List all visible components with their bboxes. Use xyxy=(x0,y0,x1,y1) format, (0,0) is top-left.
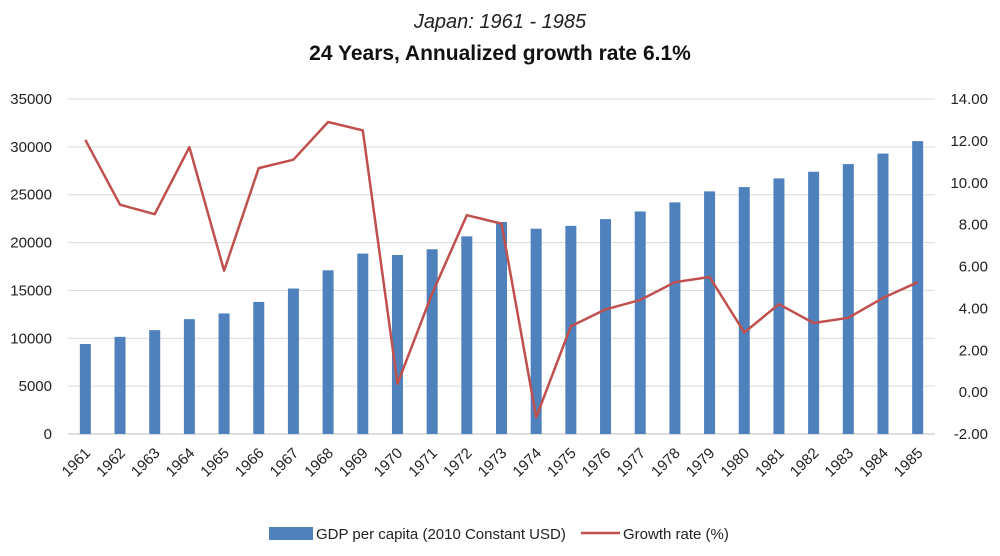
bar xyxy=(808,171,820,434)
right-tick-label: 2.00 xyxy=(959,342,988,359)
legend-label-growth: Growth rate (%) xyxy=(623,526,729,543)
x-tick-label: 1963 xyxy=(128,445,164,481)
right-tick-label: 14.00 xyxy=(950,91,988,108)
right-tick-label: 4.00 xyxy=(959,300,988,317)
line-series-growth xyxy=(84,120,919,419)
left-tick-label: 30000 xyxy=(10,139,52,156)
x-tick-label: 1983 xyxy=(822,445,858,481)
x-tick-label: 1978 xyxy=(648,445,684,481)
legend: GDP per capita (2010 Constant USD) Growt… xyxy=(269,526,729,543)
bar xyxy=(391,255,403,434)
bar xyxy=(79,344,91,434)
x-tick-label: 1972 xyxy=(440,445,476,481)
left-tick-label: 20000 xyxy=(10,235,52,252)
bar xyxy=(322,270,334,434)
x-tick-label: 1966 xyxy=(232,445,268,481)
x-tick-label: 1981 xyxy=(752,445,788,481)
bar xyxy=(530,228,542,434)
bar xyxy=(704,191,716,434)
x-axis: 1961 1962 1963 1964 1965 1966 1967 1968 1969 1970… xyxy=(59,445,927,481)
x-tick-label: 1970 xyxy=(371,445,407,481)
bar xyxy=(634,211,646,434)
right-tick-label: 6.00 xyxy=(959,259,988,276)
bar-series-gdp xyxy=(79,141,924,435)
left-tick-label: 10000 xyxy=(10,330,52,347)
right-tick-label: 12.00 xyxy=(950,133,988,150)
bar xyxy=(600,219,612,434)
bar xyxy=(287,288,299,434)
x-tick-label: 1961 xyxy=(59,445,95,481)
x-tick-label: 1973 xyxy=(475,445,511,481)
bar xyxy=(183,319,195,434)
right-tick-label: 8.00 xyxy=(959,217,988,234)
chart-title: 24 Years, Annualized growth rate 6.1% xyxy=(309,42,691,65)
bar xyxy=(357,253,369,434)
growth-line xyxy=(84,120,919,419)
bar xyxy=(426,249,438,434)
x-tick-label: 1964 xyxy=(163,445,199,481)
bar xyxy=(877,153,889,435)
chart-subtitle: Japan: 1961 - 1985 xyxy=(413,11,587,33)
x-tick-label: 1968 xyxy=(301,445,337,481)
x-tick-label: 1984 xyxy=(856,445,892,481)
x-tick-label: 1969 xyxy=(336,445,372,481)
bar xyxy=(738,187,750,434)
right-y-axis: -2.00 0.00 2.00 4.00 6.00 8.00 10.00 12.00 14.00 xyxy=(950,91,988,443)
x-tick-label: 1974 xyxy=(509,445,545,481)
left-tick-label: 5000 xyxy=(19,378,52,395)
x-tick-label: 1971 xyxy=(405,445,441,481)
right-tick-label: -2.00 xyxy=(954,426,988,443)
x-tick-label: 1965 xyxy=(197,445,233,481)
bar xyxy=(912,141,924,434)
bar xyxy=(149,330,161,434)
x-tick-label: 1975 xyxy=(544,445,580,481)
bar xyxy=(218,313,230,434)
legend-label-gdp: GDP per capita (2010 Constant USD) xyxy=(316,526,566,543)
bar xyxy=(114,336,126,434)
bar xyxy=(496,221,507,434)
left-tick-label: 25000 xyxy=(10,187,52,204)
bar xyxy=(842,164,854,435)
left-tick-label: 15000 xyxy=(10,282,52,299)
x-tick-label: 1980 xyxy=(717,445,753,481)
bar xyxy=(253,301,265,434)
right-tick-label: 10.00 xyxy=(950,175,988,192)
x-tick-label: 1976 xyxy=(579,445,615,481)
x-tick-label: 1985 xyxy=(891,445,927,481)
legend-swatch-gdp xyxy=(269,527,313,540)
left-tick-label: 0 xyxy=(44,426,52,443)
x-tick-label: 1967 xyxy=(267,445,303,481)
bar xyxy=(461,236,473,434)
left-tick-label: 35000 xyxy=(10,91,52,108)
x-tick-label: 1979 xyxy=(683,445,719,481)
left-y-axis: 0 5000 10000 15000 20000 25000 30000 35000 xyxy=(10,91,52,443)
x-tick-label: 1962 xyxy=(93,445,129,481)
right-tick-label: 0.00 xyxy=(959,384,988,401)
bar xyxy=(669,202,681,434)
x-tick-label: 1977 xyxy=(613,445,649,481)
x-tick-label: 1982 xyxy=(787,445,823,481)
bar xyxy=(773,178,785,434)
bar xyxy=(565,225,577,434)
